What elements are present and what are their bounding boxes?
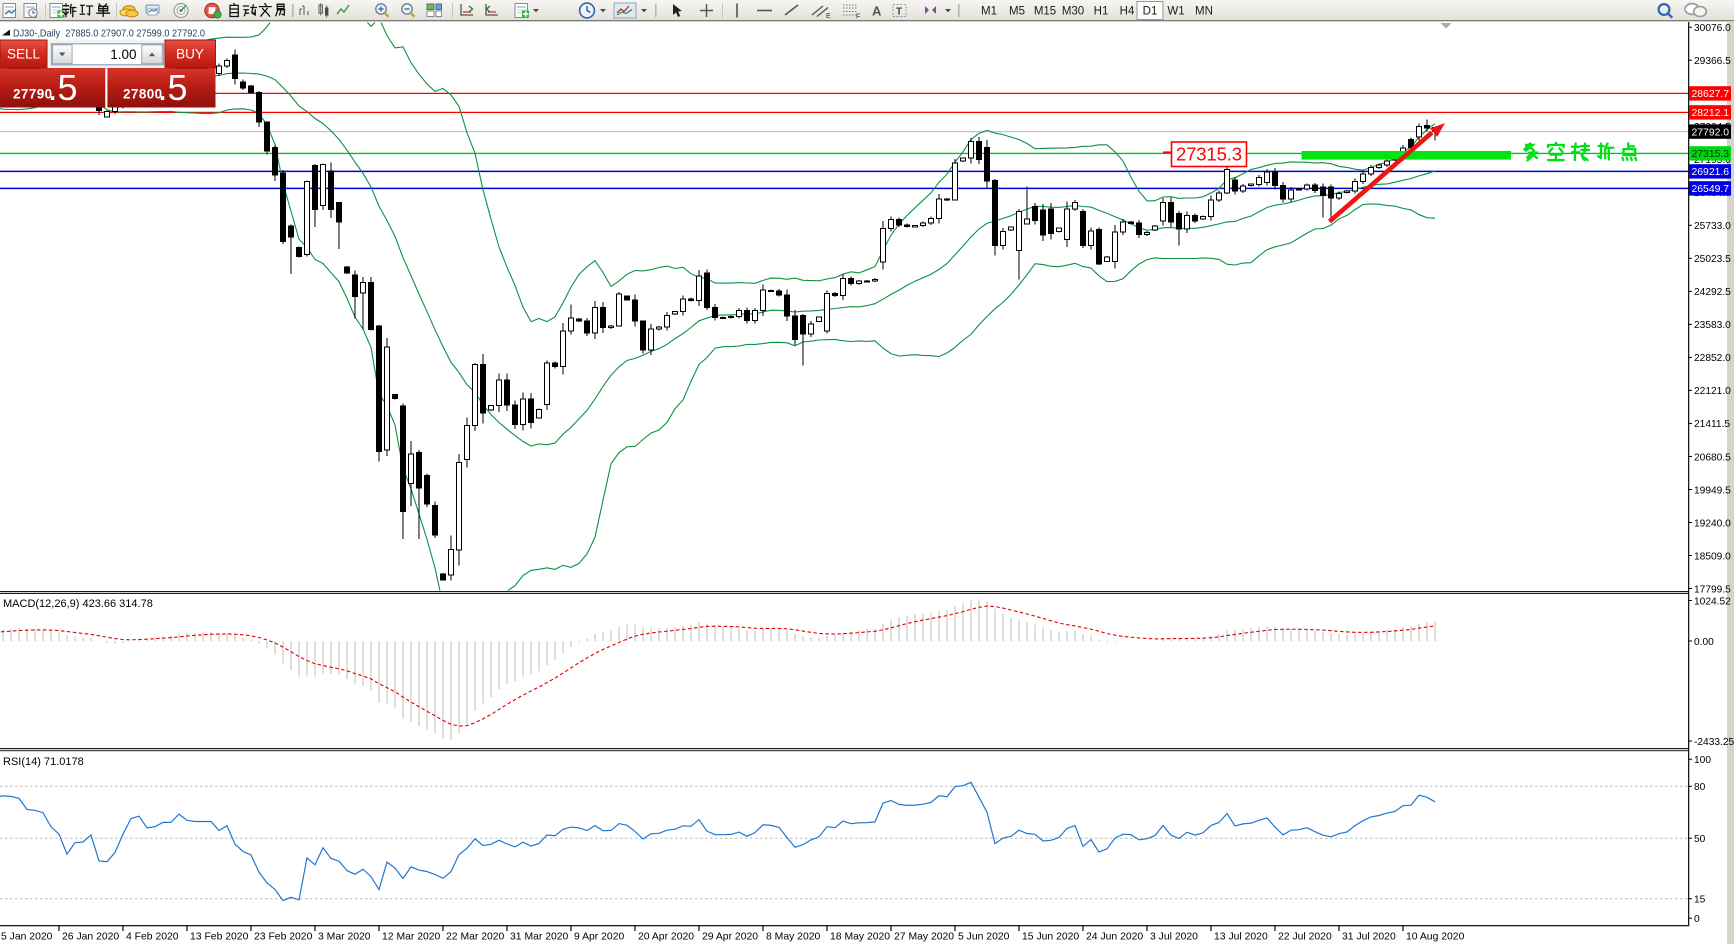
svg-text:8 May 2020: 8 May 2020 [766, 932, 821, 943]
svg-text:M5: M5 [1009, 6, 1025, 18]
svg-text:.5: .5 [158, 67, 188, 108]
svg-text:20680.5: 20680.5 [1694, 452, 1731, 463]
svg-text:H4: H4 [1120, 6, 1135, 18]
svg-text:23583.0: 23583.0 [1694, 320, 1731, 331]
svg-text:3 Mar 2020: 3 Mar 2020 [318, 932, 371, 943]
svg-text:A: A [872, 4, 882, 19]
svg-text:27195.0: 27195.0 [1694, 155, 1731, 166]
svg-text:0.00: 0.00 [1694, 637, 1714, 648]
svg-text:26 Jan 2020: 26 Jan 2020 [62, 932, 119, 943]
svg-text:31 Mar 2020: 31 Mar 2020 [510, 932, 569, 943]
svg-text:13 Jul 2020: 13 Jul 2020 [1214, 932, 1268, 943]
svg-text:15 Jun 2020: 15 Jun 2020 [1022, 932, 1079, 943]
svg-text:5 Jan 2020: 5 Jan 2020 [1, 932, 53, 943]
svg-text:3 Jul 2020: 3 Jul 2020 [1150, 932, 1198, 943]
svg-text:23 Feb 2020: 23 Feb 2020 [254, 932, 313, 943]
svg-text:1024.52: 1024.52 [1694, 596, 1731, 607]
svg-text:18509.0: 18509.0 [1694, 551, 1731, 562]
svg-text:H1: H1 [1094, 6, 1109, 18]
svg-text:RSI(14) 71.0178: RSI(14) 71.0178 [3, 756, 84, 768]
svg-text:19949.5: 19949.5 [1694, 485, 1731, 496]
svg-text:80: 80 [1694, 782, 1706, 793]
svg-text:27315.3: 27315.3 [1176, 144, 1242, 165]
svg-text:26549.7: 26549.7 [1692, 184, 1730, 195]
svg-text:22 Mar 2020: 22 Mar 2020 [446, 932, 505, 943]
svg-text:10 Aug 2020: 10 Aug 2020 [1406, 932, 1465, 943]
svg-text:9 Apr 2020: 9 Apr 2020 [574, 932, 624, 943]
svg-text:50: 50 [1694, 834, 1706, 845]
svg-text:28627.7: 28627.7 [1692, 89, 1730, 100]
svg-text:27790: 27790 [13, 87, 53, 102]
svg-text:15: 15 [1694, 895, 1706, 906]
svg-text:DJ30-,Daily 27885.0 27907.0 2: DJ30-,Daily 27885.0 27907.0 27599.0 2779… [13, 28, 205, 40]
svg-text:27315.3: 27315.3 [1692, 149, 1730, 160]
svg-text:18 May 2020: 18 May 2020 [830, 932, 890, 943]
svg-text:19240.0: 19240.0 [1694, 518, 1731, 529]
svg-text:4 Feb 2020: 4 Feb 2020 [126, 932, 179, 943]
svg-text:100: 100 [1694, 755, 1711, 766]
svg-text:27 May 2020: 27 May 2020 [894, 932, 954, 943]
svg-text:29366.5: 29366.5 [1694, 56, 1731, 67]
svg-text:21411.5: 21411.5 [1694, 419, 1730, 430]
svg-text:22852.0: 22852.0 [1694, 353, 1731, 364]
svg-text:12 Mar 2020: 12 Mar 2020 [382, 932, 441, 943]
svg-text:28212.1: 28212.1 [1692, 108, 1730, 119]
svg-text:MN: MN [1195, 6, 1213, 18]
svg-text:27800: 27800 [123, 87, 163, 102]
svg-text:5 Jun 2020: 5 Jun 2020 [958, 932, 1010, 943]
svg-text:25023.5: 25023.5 [1694, 254, 1731, 265]
svg-text:1.00: 1.00 [110, 47, 136, 62]
svg-text:0: 0 [1694, 914, 1700, 925]
svg-text:D1: D1 [1143, 6, 1158, 18]
svg-text:20 Apr 2020: 20 Apr 2020 [638, 932, 694, 943]
svg-text:E: E [826, 13, 831, 20]
svg-text:22121.0: 22121.0 [1694, 386, 1731, 397]
svg-text:M30: M30 [1062, 6, 1084, 18]
svg-text:-2433.25: -2433.25 [1694, 737, 1734, 748]
svg-text:24292.5: 24292.5 [1694, 287, 1731, 298]
svg-text:31 Jul 2020: 31 Jul 2020 [1342, 932, 1396, 943]
svg-text:MACD(12,26,9) 423.66 314.78: MACD(12,26,9) 423.66 314.78 [3, 598, 153, 610]
svg-text:BUY: BUY [176, 47, 204, 62]
svg-text:13 Feb 2020: 13 Feb 2020 [190, 932, 249, 943]
svg-text:27792.0: 27792.0 [1692, 127, 1730, 138]
svg-text:M15: M15 [1034, 6, 1056, 18]
svg-text:W1: W1 [1167, 6, 1184, 18]
svg-text:22 Jul 2020: 22 Jul 2020 [1278, 932, 1332, 943]
svg-text:.5: .5 [48, 67, 78, 108]
svg-text:T: T [896, 7, 902, 18]
svg-text:SELL: SELL [7, 47, 41, 62]
svg-text:26921.6: 26921.6 [1692, 167, 1730, 178]
svg-text:M1: M1 [981, 6, 997, 18]
svg-text:30076.0: 30076.0 [1694, 23, 1731, 34]
svg-text:29 Apr 2020: 29 Apr 2020 [702, 932, 758, 943]
svg-text:24 Jun 2020: 24 Jun 2020 [1086, 932, 1143, 943]
svg-text:25733.0: 25733.0 [1694, 221, 1731, 232]
svg-text:F: F [856, 14, 860, 21]
svg-text:17799.5: 17799.5 [1694, 584, 1731, 595]
